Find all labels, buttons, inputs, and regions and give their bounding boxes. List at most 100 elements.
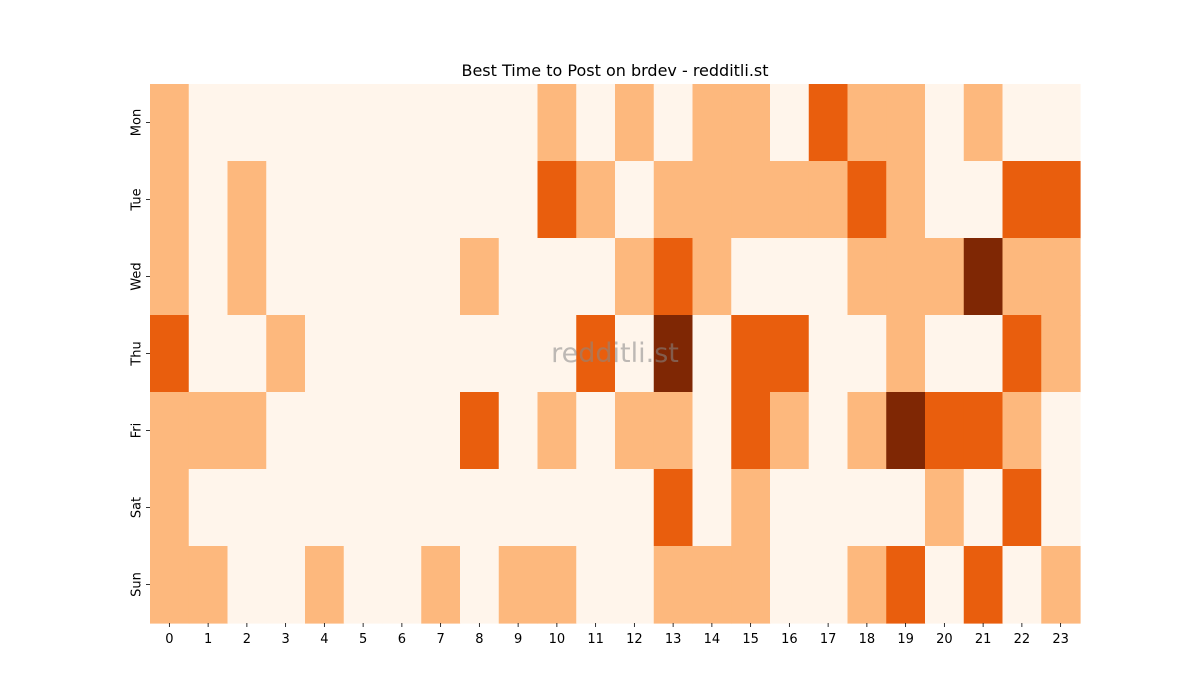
- heatmap-cell-mon-12: [615, 84, 655, 162]
- heatmap-cell-sat-19: [886, 469, 926, 547]
- x-tick-label: 14: [704, 632, 721, 647]
- heatmap-cell-thu-19: [886, 315, 926, 393]
- heatmap-cell-sun-14: [692, 546, 732, 624]
- heatmap-cell-wed-8: [460, 238, 500, 316]
- heatmap-cell-fri-20: [925, 392, 965, 470]
- heatmap-cell-fri-19: [886, 392, 926, 470]
- heatmap-cell-sun-16: [770, 546, 810, 624]
- heatmap-cell-fri-4: [305, 392, 345, 470]
- heatmap-cell-thu-20: [925, 315, 965, 393]
- heatmap-cell-fri-13: [653, 392, 694, 470]
- heatmap-cell-wed-15: [731, 238, 771, 316]
- heatmap-cell-wed-17: [808, 238, 849, 316]
- x-tick-label: 11: [587, 632, 604, 647]
- heatmap-cell-sun-23: [1041, 546, 1081, 624]
- heatmap-cell-sun-10: [537, 546, 577, 624]
- heatmap-cell-wed-3: [266, 238, 306, 316]
- x-tick-label: 19: [897, 632, 914, 647]
- heatmap-cell-sun-7: [421, 546, 461, 624]
- x-tick-label: 10: [549, 632, 566, 647]
- heatmap-cell-sat-21: [963, 469, 1004, 547]
- heatmap-cell-mon-18: [847, 84, 887, 162]
- heatmap-cell-tue-19: [886, 161, 926, 239]
- heatmap-cell-thu-23: [1041, 315, 1081, 393]
- heatmap-cell-tue-9: [498, 161, 539, 239]
- heatmap-cell-thu-0: [150, 315, 190, 393]
- x-tick-label: 6: [398, 632, 406, 647]
- x-tick-label: 8: [475, 632, 483, 647]
- heatmap-cell-mon-21: [963, 84, 1004, 162]
- heatmap-cell-thu-8: [460, 315, 500, 393]
- heatmap-cell-tue-8: [460, 161, 500, 239]
- heatmap-cell-wed-2: [227, 238, 267, 316]
- y-tick-label: Sun: [130, 572, 145, 597]
- heatmap-cell-sat-11: [576, 469, 616, 547]
- heatmap-cell-sat-23: [1041, 469, 1081, 547]
- heatmap-cell-mon-17: [808, 84, 849, 162]
- heatmap-cell-tue-10: [537, 161, 577, 239]
- heatmap-cell-mon-14: [692, 84, 732, 162]
- heatmap-cell-tue-7: [421, 161, 461, 239]
- heatmap-cell-sun-13: [653, 546, 694, 624]
- x-axis: 0 1 2 3 4 5 6 7 8 9 10 11 12 13 14 15 16 17 18 19 20 21 22 23: [165, 623, 1069, 647]
- heatmap-cell-fri-1: [188, 392, 229, 470]
- heatmap-cell-sat-15: [731, 469, 771, 547]
- y-tick-label: Mon: [130, 109, 145, 136]
- x-tick-label: 0: [165, 632, 173, 647]
- watermark: redditli.st: [551, 338, 679, 369]
- heatmap-cell-thu-17: [808, 315, 849, 393]
- heatmap-cell-mon-0: [150, 84, 190, 162]
- heatmap-cell-sat-4: [305, 469, 345, 547]
- heatmap-cell-thu-13: [653, 315, 694, 393]
- heatmap-cell-thu-21: [963, 315, 1004, 393]
- heatmap-cell-mon-4: [305, 84, 345, 162]
- x-tick-label: 17: [820, 632, 837, 647]
- heatmap-cell-mon-11: [576, 84, 616, 162]
- heatmap-cell-sun-6: [382, 546, 422, 624]
- heatmap-cell-mon-22: [1002, 84, 1042, 162]
- heatmap-cells: [150, 84, 1081, 624]
- heatmap-cell-sun-1: [188, 546, 229, 624]
- heatmap-cell-fri-0: [150, 392, 190, 470]
- y-tick-label: Thu: [130, 341, 145, 366]
- heatmap-cell-sun-8: [460, 546, 500, 624]
- heatmap-cell-sat-13: [653, 469, 694, 547]
- heatmap-cell-mon-10: [537, 84, 577, 162]
- heatmap-cell-wed-1: [188, 238, 229, 316]
- heatmap-cell-sat-22: [1002, 469, 1042, 547]
- x-tick-label: 18: [859, 632, 876, 647]
- heatmap-cell-mon-9: [498, 84, 539, 162]
- x-tick-label: 20: [936, 632, 953, 647]
- y-tick-label: Tue: [130, 188, 145, 211]
- heatmap-cell-thu-16: [770, 315, 810, 393]
- heatmap-cell-fri-6: [382, 392, 422, 470]
- x-tick-label: 7: [436, 632, 444, 647]
- x-tick-label: 23: [1052, 632, 1069, 647]
- heatmap-cell-thu-18: [847, 315, 887, 393]
- heatmap-cell-thu-7: [421, 315, 461, 393]
- heatmap-cell-thu-4: [305, 315, 345, 393]
- heatmap-cell-tue-0: [150, 161, 190, 239]
- heatmap-cell-wed-14: [692, 238, 732, 316]
- x-tick-label: 22: [1014, 632, 1031, 647]
- heatmap-cell-sat-2: [227, 469, 267, 547]
- heatmap-cell-mon-6: [382, 84, 422, 162]
- heatmap-cell-wed-21: [963, 238, 1004, 316]
- heatmap-cell-sat-1: [188, 469, 229, 547]
- heatmap-cell-tue-20: [925, 161, 965, 239]
- heatmap-cell-tue-5: [343, 161, 384, 239]
- heatmap-cell-fri-10: [537, 392, 577, 470]
- heatmap-cell-sat-14: [692, 469, 732, 547]
- x-tick-label: 21: [975, 632, 992, 647]
- heatmap-cell-wed-4: [305, 238, 345, 316]
- heatmap-cell-thu-2: [227, 315, 267, 393]
- x-tick-label: 13: [665, 632, 682, 647]
- heatmap-cell-tue-1: [188, 161, 229, 239]
- y-tick-label: Sat: [130, 497, 145, 518]
- heatmap-cell-wed-20: [925, 238, 965, 316]
- heatmap-cell-wed-22: [1002, 238, 1042, 316]
- y-axis: Mon Tue Wed Thu Fri Sat Sun: [130, 109, 150, 597]
- heatmap-cell-wed-11: [576, 238, 616, 316]
- x-tick-label: 3: [281, 632, 289, 647]
